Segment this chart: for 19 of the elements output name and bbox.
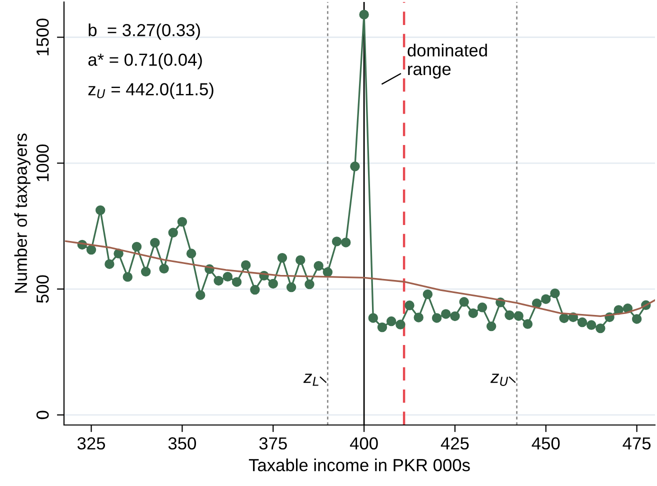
y-tick-label: 0	[36, 410, 49, 420]
x-tick-label: 375	[259, 437, 287, 450]
x-tick-label: 450	[532, 437, 560, 450]
y-axis-title: Number of taxpayers	[14, 134, 30, 293]
y-tick-label: 1000	[36, 144, 49, 182]
ref-line-label: z$_{L}$	[303, 374, 318, 386]
x-tick-label: 475	[622, 437, 651, 450]
y-tick-label: 500	[36, 275, 49, 303]
annotation: b = 3.27(0.33)	[88, 24, 200, 40]
ref-line-label: dominated range	[408, 44, 487, 79]
x-tick-label: 325	[77, 437, 106, 450]
annotation: a* = 0.71(0.04)	[88, 53, 202, 70]
x-tick-label: 350	[168, 437, 196, 450]
annotation: z$_{U}$ = 442.0(11.5)	[88, 82, 214, 99]
y-tick-label: 1500	[36, 18, 49, 56]
x-tick-label: 425	[440, 437, 469, 450]
ref-line-label: z$_{U}$	[490, 374, 508, 386]
x-axis-title: Taxable income in PKR 000s	[248, 458, 470, 472]
x-tick-label: 400	[350, 437, 378, 450]
